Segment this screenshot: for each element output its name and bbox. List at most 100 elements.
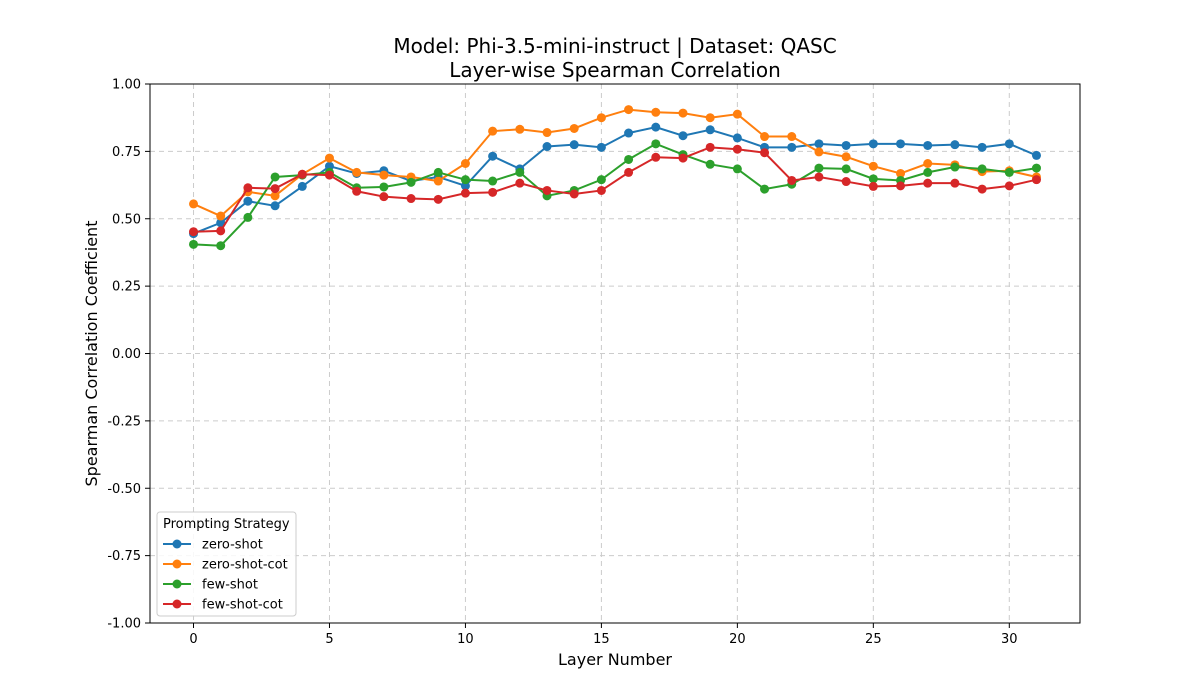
- y-tick-label: -0.50: [107, 482, 141, 497]
- data-point: [352, 186, 362, 196]
- data-point: [651, 107, 661, 117]
- y-tick-label: 0.00: [112, 347, 141, 362]
- data-point: [324, 153, 334, 163]
- data-point: [243, 196, 253, 206]
- data-point: [216, 226, 226, 236]
- data-point: [515, 178, 525, 188]
- legend-label: zero-shot: [202, 538, 263, 553]
- data-point: [896, 168, 906, 178]
- data-point: [868, 161, 878, 171]
- data-point: [705, 125, 715, 135]
- data-point: [189, 199, 199, 209]
- data-point: [460, 181, 470, 191]
- x-tick-label: 20: [729, 632, 746, 647]
- data-point: [596, 142, 606, 152]
- data-point: [651, 139, 661, 149]
- chart-title: Model: Phi-3.5-mini-instruct | Dataset: …: [393, 34, 836, 58]
- data-point: [569, 189, 579, 199]
- data-point: [189, 227, 199, 237]
- x-tick-label: 15: [593, 632, 610, 647]
- data-point: [896, 139, 906, 149]
- legend-marker: [172, 599, 182, 609]
- data-point: [406, 177, 416, 187]
- data-point: [868, 174, 878, 184]
- data-point: [732, 133, 742, 143]
- data-point: [216, 218, 226, 228]
- data-point: [705, 142, 715, 152]
- data-point: [624, 105, 634, 115]
- x-tick-label: 0: [189, 632, 197, 647]
- data-point: [297, 169, 307, 179]
- data-point: [433, 194, 443, 204]
- data-point: [1004, 167, 1014, 177]
- series-line: [193, 126, 1037, 235]
- data-point: [923, 178, 933, 188]
- data-point: [243, 183, 253, 193]
- series-few-shot-cot: [189, 142, 1041, 237]
- legend-label: few-shot: [202, 578, 258, 593]
- data-point: [624, 128, 634, 138]
- data-point: [651, 122, 661, 132]
- data-point: [542, 185, 552, 195]
- y-tick-label: 0.50: [112, 212, 141, 227]
- data-point: [542, 128, 552, 138]
- data-point: [977, 164, 987, 174]
- data-point: [216, 241, 226, 251]
- legend-marker: [172, 559, 182, 569]
- y-tick-label: -1.00: [107, 617, 141, 632]
- data-point: [787, 175, 797, 185]
- data-point: [406, 194, 416, 204]
- data-point: [841, 164, 851, 174]
- data-point: [515, 124, 525, 134]
- data-point: [841, 152, 851, 162]
- data-point: [569, 140, 579, 150]
- data-point: [270, 184, 280, 194]
- data-point: [896, 181, 906, 191]
- data-point: [923, 167, 933, 177]
- data-point: [841, 140, 851, 150]
- data-point: [379, 192, 389, 202]
- data-point: [596, 185, 606, 195]
- legend-items: zero-shot zero-shot-cot few-shot few-shot-c…: [163, 538, 288, 613]
- legend-box: [156, 511, 297, 617]
- data-point: [270, 191, 280, 201]
- series-zero-shot-cot: [189, 105, 1041, 221]
- data-point: [651, 152, 661, 162]
- data-point: [216, 211, 226, 221]
- data-point: [705, 159, 715, 169]
- data-point: [488, 187, 498, 197]
- data-point: [1004, 139, 1014, 149]
- legend-title: Prompting Strategy: [163, 517, 290, 532]
- y-tick-label: 1.00: [112, 78, 141, 93]
- legend-marker: [172, 539, 182, 549]
- data-point: [787, 142, 797, 152]
- data-point: [678, 108, 688, 118]
- data-point: [760, 184, 770, 194]
- data-point: [297, 181, 307, 191]
- data-point: [950, 140, 960, 150]
- data-point: [324, 161, 334, 171]
- series-layer: [189, 105, 1041, 251]
- data-point: [1031, 175, 1041, 185]
- data-point: [488, 126, 498, 136]
- data-point: [515, 167, 525, 177]
- data-point: [433, 167, 443, 177]
- data-point: [270, 172, 280, 182]
- data-point: [814, 139, 824, 149]
- data-point: [1004, 181, 1014, 191]
- y-tick-label: 0.25: [112, 280, 141, 295]
- data-point: [352, 167, 362, 177]
- data-point: [324, 170, 334, 180]
- data-point: [760, 132, 770, 142]
- legend-item: zero-shot-cot: [163, 558, 288, 573]
- data-point: [814, 172, 824, 182]
- legend-label: zero-shot-cot: [202, 558, 288, 573]
- data-point: [596, 113, 606, 123]
- data-point: [787, 132, 797, 142]
- x-tick-label: 10: [457, 632, 474, 647]
- data-point: [732, 144, 742, 154]
- data-point: [950, 162, 960, 172]
- data-point: [923, 159, 933, 168]
- data-point: [950, 178, 960, 188]
